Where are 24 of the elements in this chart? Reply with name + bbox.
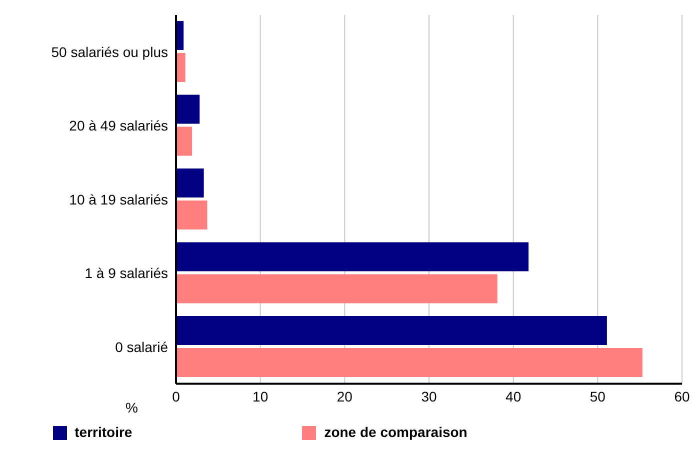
x-tick-label: 30 [421,388,437,405]
x-tick-label: 0 [172,388,180,405]
y-tick-label: 20 à 49 salariés [69,118,168,134]
bar [176,200,208,230]
x-tick-label: 40 [506,388,522,405]
bar [176,242,529,272]
bar [176,94,200,124]
x-axis-title: % [126,400,138,416]
x-tick-label: 60 [674,388,690,405]
y-tick-label: 1 à 9 salariés [84,265,168,282]
bar [176,348,642,377]
y-tick-label: 10 à 19 salariés [69,191,168,208]
x-tick-label: 50 [590,388,606,405]
y-tick-label: 50 salariés ou plus [51,44,168,60]
legend-label: zone de comparaison [324,424,468,440]
x-tick-label: 20 [336,388,353,405]
bar [176,126,192,156]
bar [176,168,204,198]
bar [176,316,607,345]
bar [176,274,498,304]
y-tick-label: 0 salarié [115,338,168,355]
x-tick-label: 10 [252,388,268,405]
legend-label: territoire [74,424,132,440]
bar [176,53,186,82]
